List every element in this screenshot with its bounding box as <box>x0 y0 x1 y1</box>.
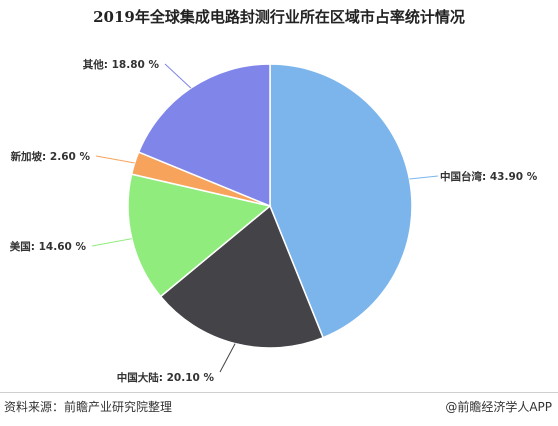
slice-label-4: 其他: 18.80 % <box>83 58 160 71</box>
slices-group <box>127 63 413 349</box>
label-connector-1 <box>219 343 236 373</box>
label-connector-3 <box>95 155 135 164</box>
chart-title: 2019年全球集成电路封测行业所在区域市占率统计情况 <box>93 8 465 26</box>
footer-divider <box>0 392 558 393</box>
label-connector-4 <box>164 63 192 89</box>
pie-slice-4[interactable] <box>137 63 271 208</box>
source-note: 资料来源：前瞻产业研究院整理 <box>4 400 173 414</box>
pie-slice-2[interactable] <box>127 173 272 298</box>
slice-label-2: 美国: 14.60 % <box>10 240 87 253</box>
label-connector-2 <box>91 238 132 247</box>
labels-group: 中国台湾: 43.90 % 中国大陆: 20.10 % 美国: 14.60 % 新加坡… <box>10 58 538 384</box>
slice-label-3: 新加坡: 2.60 % <box>11 150 91 163</box>
label-connector-0 <box>409 175 439 180</box>
slice-label-0: 中国台湾: 43.90 % <box>440 170 538 183</box>
brand-credit: @前瞻经济学人APP <box>445 400 552 414</box>
connectors-group <box>91 63 439 373</box>
pie-slice-1[interactable] <box>159 204 325 349</box>
pie-chart: 中国台湾: 43.90 % 中国大陆: 20.10 % 美国: 14.60 % 新加坡… <box>10 58 538 384</box>
slice-label-1: 中国大陆: 20.10 % <box>117 371 215 384</box>
